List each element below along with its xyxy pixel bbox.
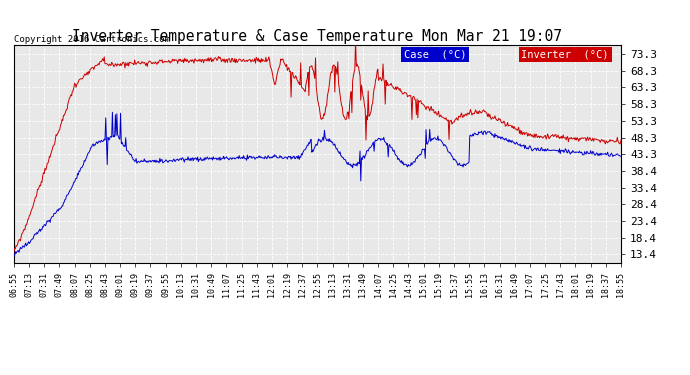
Text: Inverter  (°C): Inverter (°C) <box>522 50 609 59</box>
Title: Inverter Temperature & Case Temperature Mon Mar 21 19:07: Inverter Temperature & Case Temperature … <box>72 29 562 44</box>
Text: Case  (°C): Case (°C) <box>404 50 466 59</box>
Text: Copyright 2016 Cartronics.com: Copyright 2016 Cartronics.com <box>14 35 170 44</box>
